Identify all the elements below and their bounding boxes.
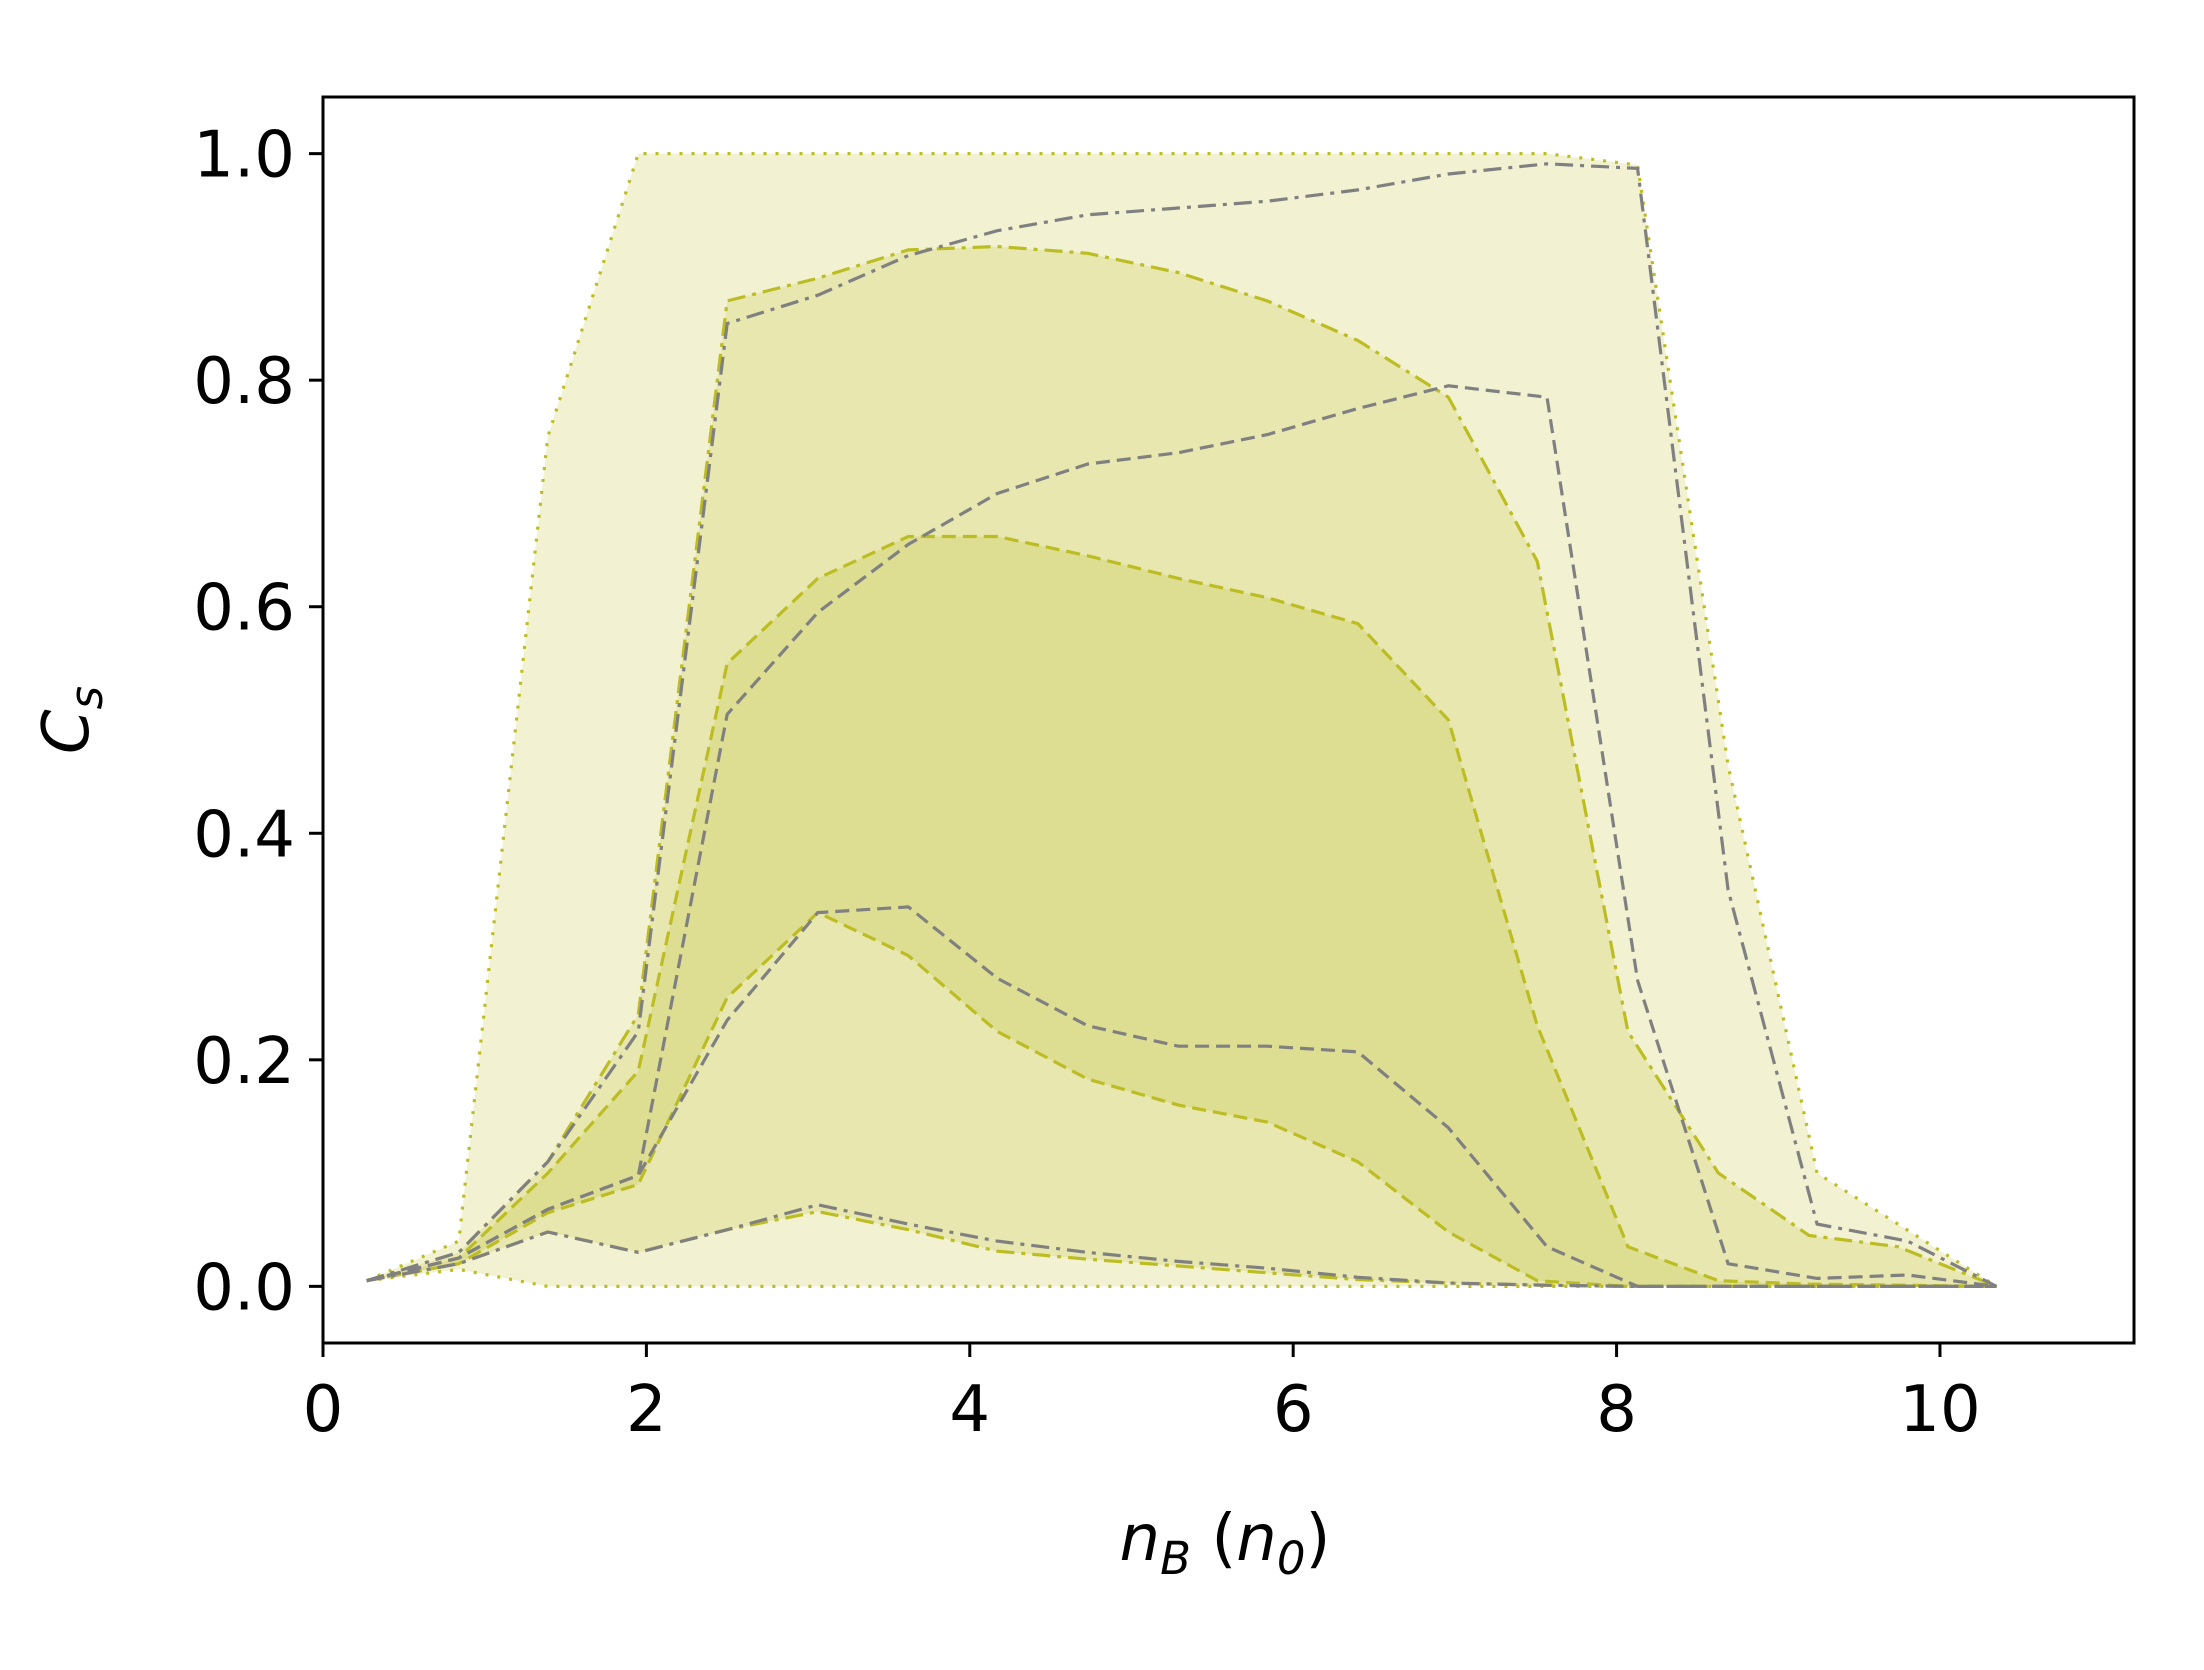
band-inner — [366, 534, 1997, 1289]
x-axis-label-var: n — [1120, 1502, 1161, 1576]
x-tick-label: 8 — [1596, 1373, 1637, 1447]
band-outer — [366, 152, 1998, 1289]
x-tick-label: 0 — [303, 1373, 344, 1447]
y-tick-label: 0.0 — [193, 1251, 295, 1325]
x-axis-label: nB (n0) — [1120, 1502, 1331, 1585]
band-inner-fill — [366, 536, 1997, 1287]
x-tick-label: 10 — [1899, 1373, 1980, 1447]
y-tick-label: 1.0 — [193, 119, 295, 193]
band-inner-upper-line — [366, 534, 1997, 1288]
x-tick-label: 6 — [1273, 1373, 1314, 1447]
bands-layer — [366, 152, 1998, 1289]
median-line-4 — [366, 1203, 1997, 1289]
x-tick-label: 4 — [949, 1373, 990, 1447]
x-axis-ticks: 0 2 4 6 8 10 — [303, 1343, 1981, 1447]
x-tick-label: 2 — [626, 1373, 667, 1447]
band-middle-fill — [366, 246, 1997, 1287]
y-tick-label: 0.2 — [193, 1025, 295, 1099]
band-outer-fill — [366, 153, 1997, 1287]
x-axis-unit-var: n — [1236, 1502, 1277, 1576]
y-axis-ticks: 0.0 0.2 0.4 0.6 0.8 1.0 — [193, 119, 323, 1325]
x-axis-label-sub: B — [1160, 1532, 1191, 1585]
band-middle-upper-line — [366, 244, 1998, 1288]
y-tick-label: 0.6 — [193, 572, 295, 646]
y-axis-label: Cs — [30, 686, 113, 754]
median-line-2 — [366, 384, 1997, 1288]
medians-layer — [366, 162, 1998, 1289]
y-axis-label-sub: s — [60, 686, 113, 709]
band-inner-lower-line — [366, 910, 1997, 1289]
x-axis-unit-sub: 0 — [1277, 1532, 1306, 1585]
plot-frame — [321, 95, 2136, 1345]
y-tick-label: 0.8 — [193, 345, 295, 419]
median-line-3 — [366, 905, 1997, 1289]
median-line-1 — [366, 162, 1998, 1288]
y-axis-label-var: C — [30, 709, 104, 754]
y-tick-label: 0.4 — [193, 798, 295, 872]
